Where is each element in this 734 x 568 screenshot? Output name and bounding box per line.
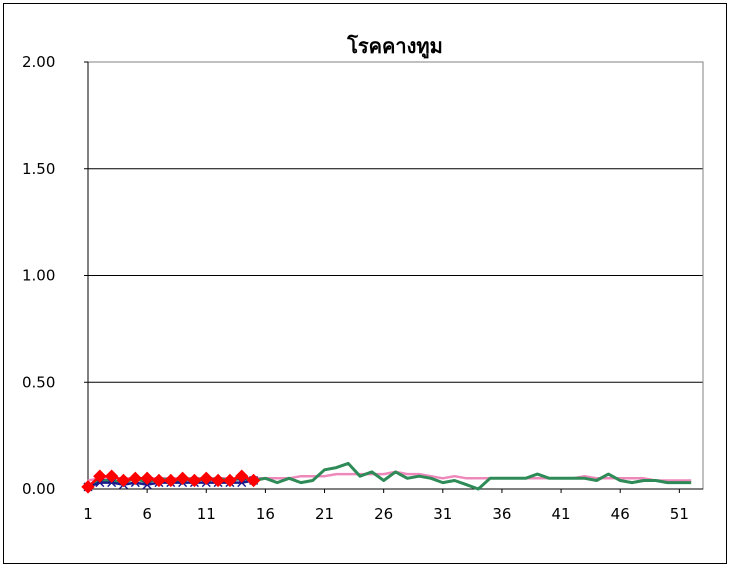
- x-tick-label: 31: [433, 505, 452, 523]
- data-point: [246, 473, 261, 488]
- x-tick-labels: 1 6 11 16 21 26 31 36 41 46 51: [83, 489, 689, 523]
- data-point: [211, 473, 225, 488]
- data-point: [199, 471, 213, 486]
- data-point: [235, 469, 249, 483]
- series-4: [81, 469, 261, 494]
- grid-lines: [88, 61, 703, 383]
- data-point: [140, 471, 154, 486]
- y-tick-label: 0.50: [22, 373, 55, 391]
- data-point: [223, 473, 237, 488]
- data-point: [187, 473, 202, 488]
- data-point: [93, 469, 107, 483]
- x-tick-label: 46: [611, 505, 630, 523]
- x-tick-label: 36: [492, 505, 511, 523]
- y-tick-label: 1.00: [22, 267, 55, 285]
- x-tick-label: 26: [374, 505, 393, 523]
- y-tick-labels: 0.00 0.50 1.00 1.50 2.00: [22, 53, 88, 498]
- data-point: [128, 471, 143, 486]
- data-point: [116, 473, 131, 488]
- series-group: [81, 461, 692, 494]
- data-point: [164, 473, 178, 488]
- x-tick-label: 11: [197, 505, 216, 523]
- chart-title: โรคคางทูม: [346, 34, 443, 60]
- data-point: [175, 471, 190, 486]
- data-point: [152, 473, 166, 488]
- chart-frame: [3, 3, 727, 564]
- x-tick-label: 16: [256, 505, 275, 523]
- x-tick-label: 21: [315, 505, 334, 523]
- y-tick-label: 0.00: [22, 480, 55, 498]
- data-point: [104, 469, 119, 483]
- x-tick-label: 41: [552, 505, 571, 523]
- y-tick-label: 2.00: [22, 53, 55, 71]
- x-tick-label: 51: [670, 505, 689, 523]
- data-point: [81, 480, 95, 494]
- x-tick-label: 1: [83, 505, 93, 523]
- y-tick-label: 1.50: [22, 160, 55, 178]
- x-tick-label: 6: [142, 505, 152, 523]
